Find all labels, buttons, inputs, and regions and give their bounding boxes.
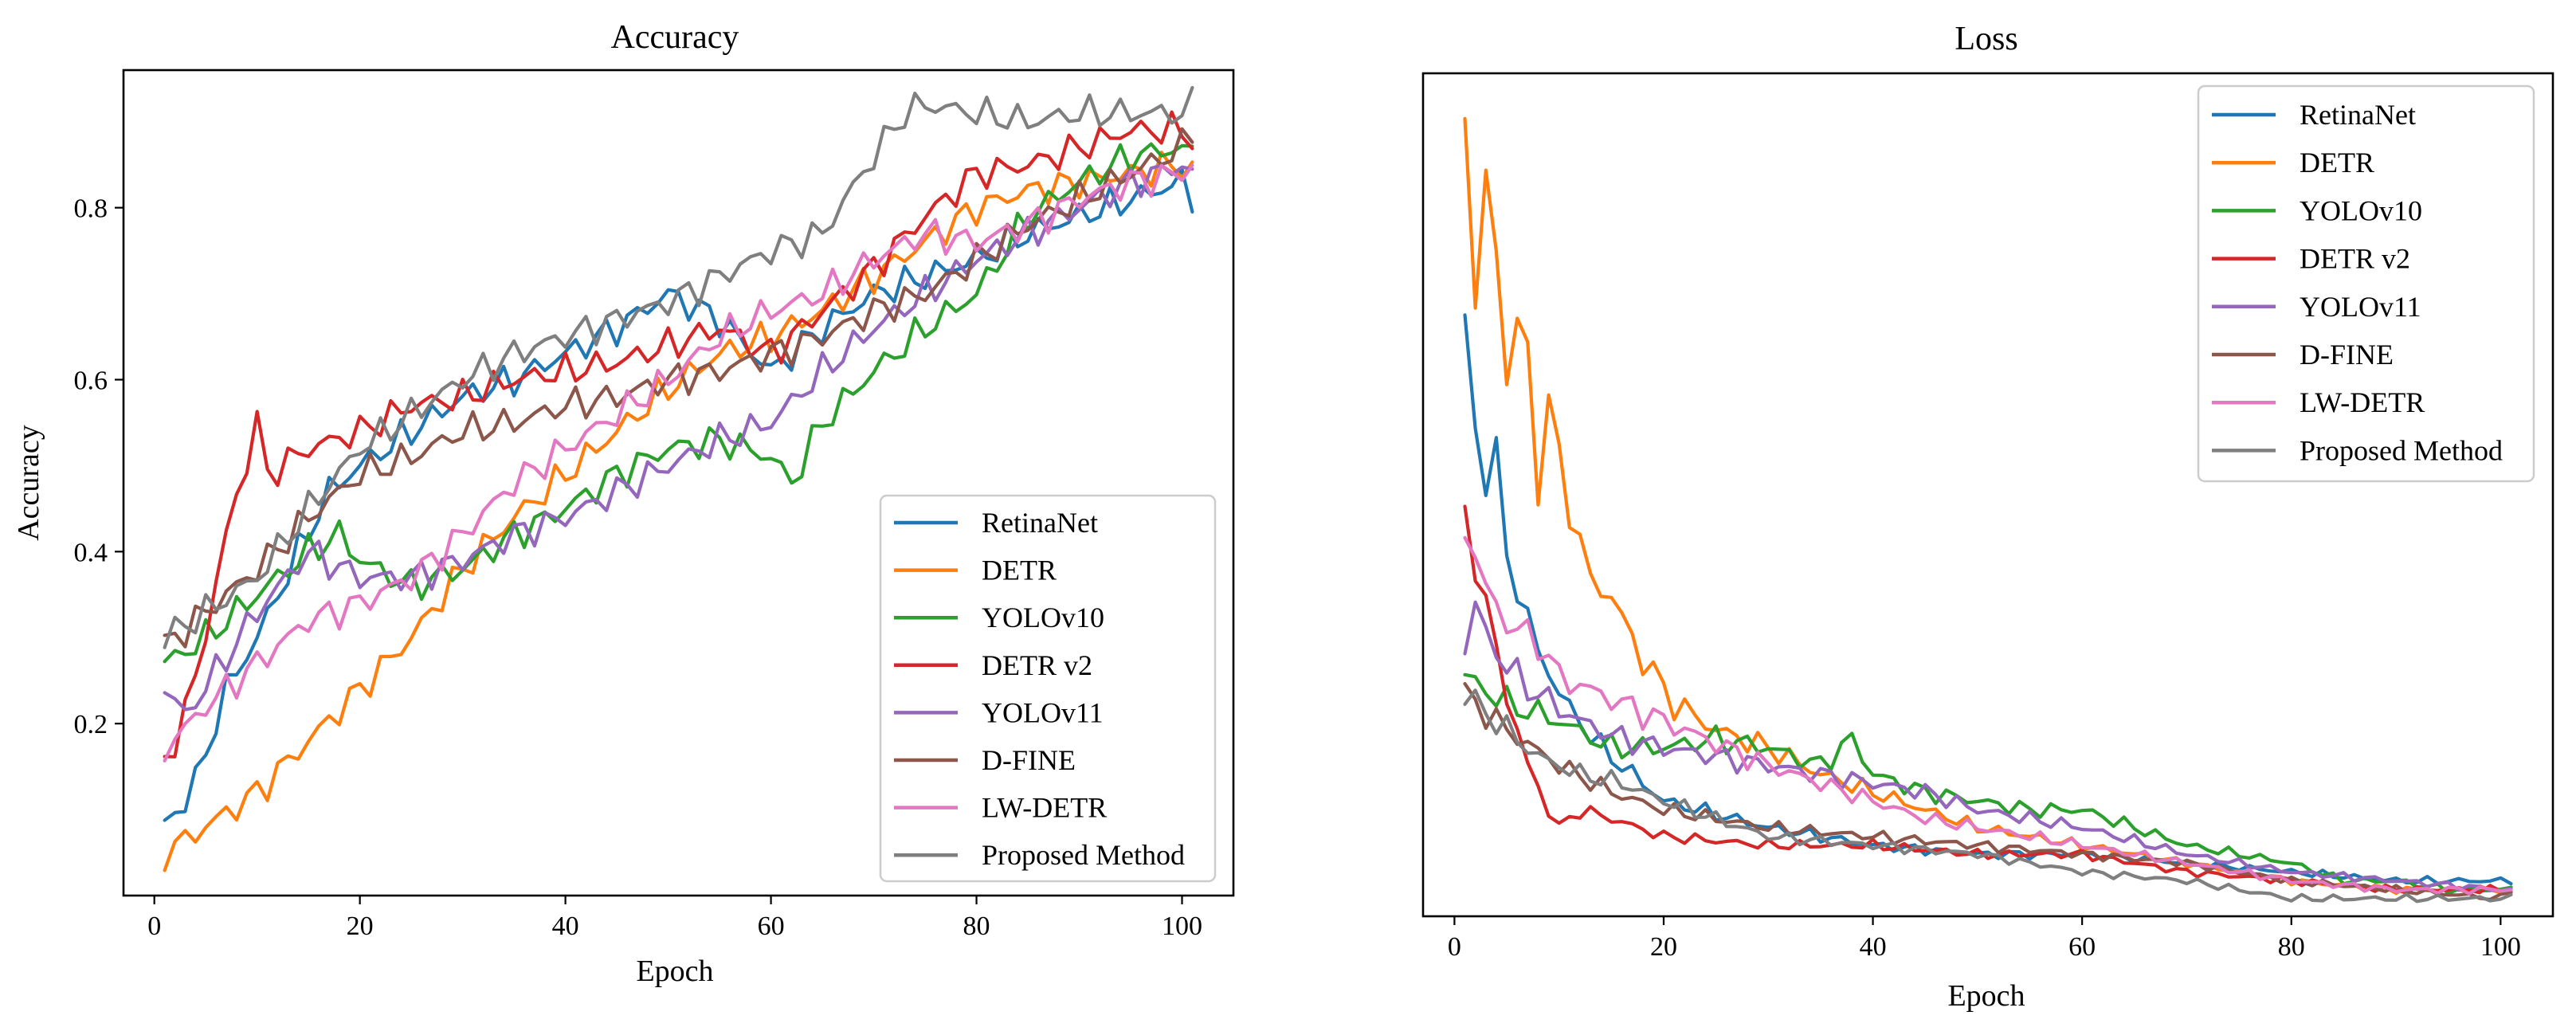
- series-line-lw-detr: [163, 163, 1194, 763]
- x-axis-label: Epoch: [636, 955, 713, 988]
- plot-frame: [122, 69, 1235, 897]
- series-layer: [163, 85, 1194, 872]
- legend-label-retinanet: RetinaNet: [982, 507, 1098, 539]
- series-line-lw-detr: [1463, 535, 2513, 896]
- loss-chart: Loss 0 20 40 60 80 100 Epoch RetinaNet DETR YOL…: [1421, 21, 2554, 1013]
- x-tick-label: 40: [1860, 932, 1887, 962]
- legend-label-proposed-method: Proposed Method: [982, 839, 1185, 871]
- y-tick-label: 0.4: [74, 538, 108, 567]
- x-axis-ticks: 0 20 40 60 80 100: [147, 896, 1202, 941]
- series-line-yolov10: [163, 142, 1194, 664]
- legend: RetinaNet DETR YOLOv10 DETR v2 YOLOv11 D-FINE…: [2197, 84, 2535, 483]
- legend-label-detr: DETR: [2300, 147, 2374, 178]
- accuracy-chart: Accuracy 0 20 40 60 80 100 0.2 0.4 0.6 0.8 Epoch…: [12, 19, 1235, 988]
- x-tick-label: 40: [552, 912, 579, 941]
- legend-label-yolov10: YOLOv10: [982, 602, 1104, 633]
- y-axis-label: Accuracy: [12, 425, 45, 541]
- series-line-detr: [163, 151, 1194, 872]
- legend-label-d-fine: D-FINE: [2300, 339, 2394, 370]
- series-layer: [1463, 116, 2513, 904]
- x-tick-label: 60: [2068, 932, 2096, 962]
- legend-label-yolov10: YOLOv10: [2300, 194, 2422, 226]
- x-tick-label: 0: [1448, 932, 1461, 962]
- legend-label-detr-v2: DETR v2: [2300, 243, 2410, 275]
- series-line-yolov11: [1463, 600, 2513, 892]
- legend-label-detr: DETR: [982, 555, 1057, 586]
- legend-label-lw-detr: LW-DETR: [982, 792, 1107, 824]
- x-tick-label: 80: [963, 912, 990, 941]
- series-line-yolov10: [1463, 672, 2513, 896]
- legend-box: [879, 494, 1217, 883]
- y-tick-label: 0.6: [74, 367, 108, 396]
- y-tick-label: 0.8: [74, 194, 108, 224]
- x-tick-label: 100: [2480, 932, 2521, 962]
- x-tick-label: 20: [347, 912, 374, 941]
- series-line-proposed-method: [163, 85, 1194, 649]
- x-tick-label: 80: [2278, 932, 2305, 962]
- legend-box: [2197, 84, 2535, 483]
- x-axis-ticks: 0 20 40 60 80 100: [1448, 916, 2521, 962]
- x-tick-label: 0: [147, 912, 161, 941]
- y-tick-label: 0.2: [74, 710, 108, 739]
- chart-title: Accuracy: [611, 19, 739, 56]
- series-line-proposed-method: [1463, 688, 2513, 904]
- x-tick-label: 20: [1650, 932, 1677, 962]
- x-axis-label: Epoch: [1947, 979, 2025, 1013]
- y-axis-ticks: 0.2 0.4 0.6 0.8: [74, 194, 124, 739]
- legend-label-retinanet: RetinaNet: [2300, 99, 2416, 131]
- legend-label-lw-detr: LW-DETR: [2300, 386, 2425, 418]
- chart-title: Loss: [1955, 21, 2017, 57]
- legend-label-d-fine: D-FINE: [982, 744, 1076, 776]
- plot-frame: [1421, 72, 2554, 918]
- series-line-d-fine: [1463, 681, 2513, 902]
- legend-label-proposed-method: Proposed Method: [2300, 434, 2503, 466]
- legend-label-yolov11: YOLOv11: [2300, 291, 2421, 323]
- legend-label-yolov11: YOLOv11: [982, 696, 1104, 728]
- legend: RetinaNet DETR YOLOv10 DETR v2 YOLOv11 D-FINE…: [879, 494, 1217, 883]
- legend-label-detr-v2: DETR v2: [982, 649, 1092, 681]
- x-tick-label: 60: [758, 912, 785, 941]
- x-tick-label: 100: [1162, 912, 1202, 941]
- series-line-detr-v2: [163, 110, 1194, 759]
